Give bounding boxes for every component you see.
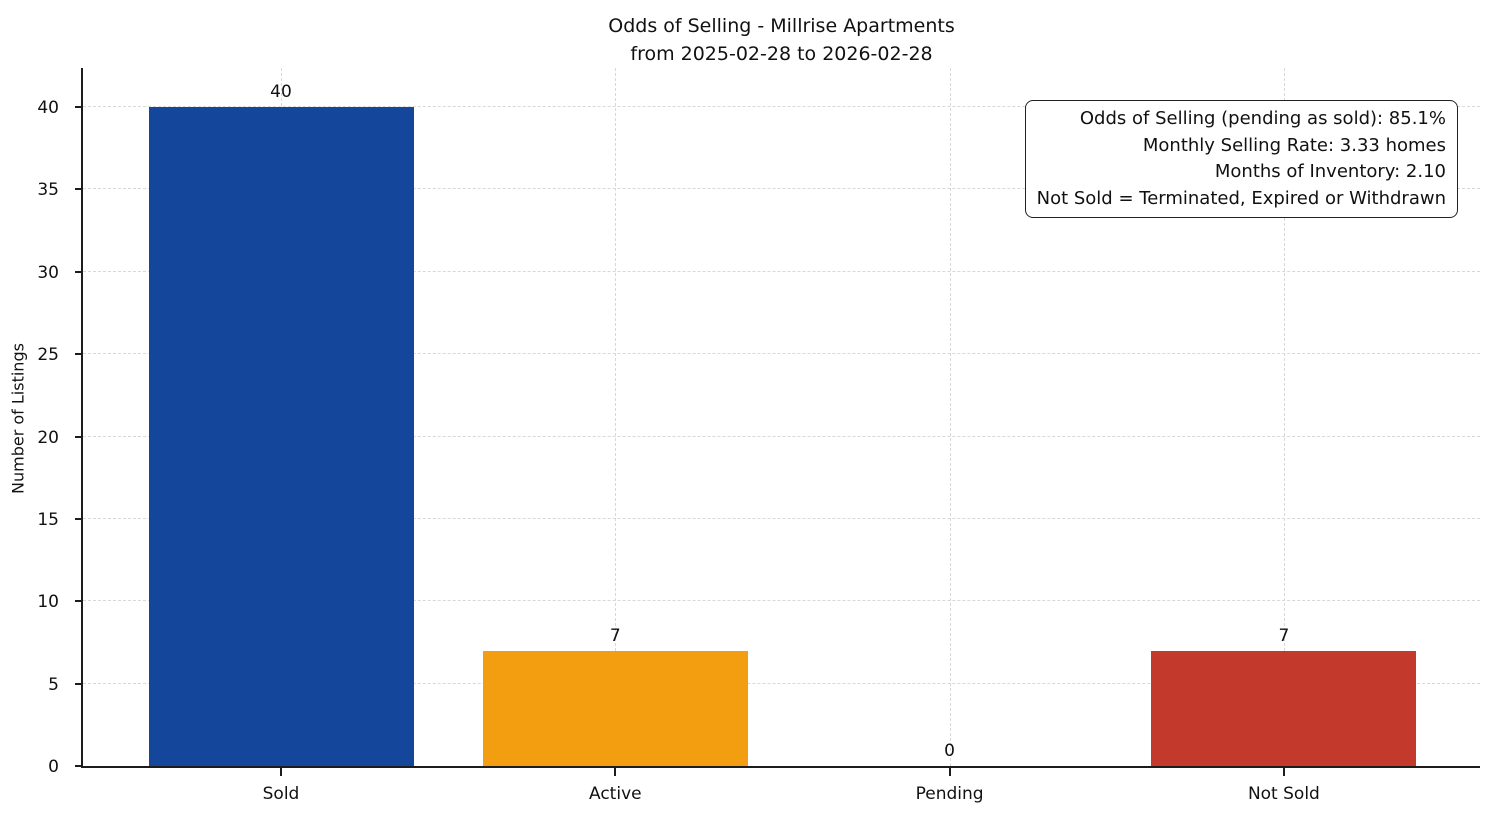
annotation-line-notsold-def: Not Sold = Terminated, Expired or Withdr… (1036, 187, 1446, 209)
v-gridline (1283, 68, 1285, 766)
annotation-line-odds: Odds of Selling (pending as sold): 85.1% (1079, 108, 1446, 129)
y-tick-label: 30 (37, 262, 59, 283)
chart-title: Odds of Selling - Millrise Apartments (608, 15, 955, 37)
h-gridline (83, 682, 1480, 684)
bar-not-sold (1151, 650, 1417, 766)
y-tick-label: 25 (37, 345, 59, 366)
h-gridline (83, 106, 1480, 108)
chart-subtitle: from 2025-02-28 to 2026-02-28 (630, 43, 933, 65)
y-tick (75, 353, 81, 356)
bar-sold (148, 107, 414, 766)
bar-active (482, 650, 748, 766)
h-gridline (83, 435, 1480, 437)
x-tick-label: Pending (915, 784, 984, 804)
h-gridline (83, 517, 1480, 519)
plot-area: 40 7 0 7 0 5 10 15 20 25 30 35 40 Sold Active Pending… (37, 68, 1480, 804)
x-tick-label: Not Sold (1247, 784, 1320, 804)
h-gridline (83, 270, 1480, 272)
y-tick (75, 270, 81, 273)
y-tick (75, 682, 81, 685)
bar-value-label: 7 (1278, 625, 1290, 646)
y-tick (75, 106, 81, 109)
v-gridline (949, 68, 951, 766)
stats-annotation-box: Odds of Selling (pending as sold): 85.1%… (1024, 100, 1458, 218)
y-tick-label: 15 (37, 509, 59, 530)
x-tick-label: Sold (262, 784, 300, 804)
y-tick-label: 35 (37, 180, 59, 201)
y-tick (75, 517, 81, 520)
y-tick-label: 40 (37, 98, 59, 119)
x-tick (948, 768, 951, 776)
x-axis-spine (81, 766, 1480, 768)
annotation-line-inventory: Months of Inventory: 2.10 (1214, 161, 1446, 182)
y-axis-spine (81, 68, 83, 768)
bar-value-label: 0 (944, 741, 955, 761)
y-tick-label: 0 (48, 757, 59, 777)
h-gridline (83, 188, 1480, 190)
h-gridline (83, 600, 1480, 602)
bar-value-label: 7 (609, 625, 621, 646)
annotation-line-rate: Monthly Selling Rate: 3.33 homes (1142, 134, 1446, 156)
x-tick (1282, 768, 1285, 776)
y-tick-label: 20 (37, 427, 59, 448)
x-tick (614, 768, 617, 776)
v-gridline (615, 68, 617, 766)
y-tick (75, 600, 81, 603)
chart-title-block: Odds of Selling - Millrise Apartments fr… (83, 12, 1480, 68)
y-tick (75, 435, 81, 438)
y-tick-label: 5 (48, 674, 59, 695)
y-tick-label: 10 (37, 592, 59, 613)
x-tick-label: Active (589, 784, 642, 804)
h-gridline (83, 353, 1480, 355)
bar-value-label: 40 (270, 82, 292, 103)
y-tick (75, 188, 81, 191)
y-tick (75, 765, 81, 767)
x-tick (280, 768, 282, 776)
